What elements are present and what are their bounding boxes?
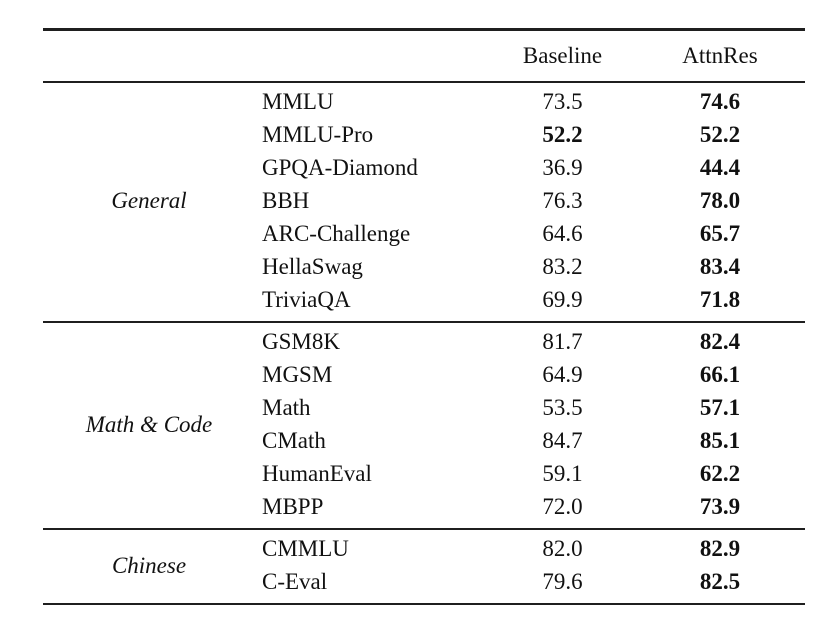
table-section-math-code: Math & Code GSM8K 81.7 82.4 MGSM 64.9 66.1 Math… — [43, 323, 805, 528]
attnres-value: 82.5 — [699, 569, 741, 594]
baseline-value: 76.3 — [542, 188, 583, 213]
benchmark-name: CMath — [262, 428, 326, 453]
attnres-value: 82.4 — [699, 329, 741, 354]
benchmark-name: MBPP — [262, 494, 324, 519]
attnres-value: 44.4 — [699, 155, 741, 180]
mid-rule — [43, 320, 805, 323]
attnres-value: 62.2 — [699, 461, 741, 486]
baseline-value: 36.9 — [542, 155, 583, 180]
attnres-value: 66.1 — [699, 362, 741, 387]
benchmark-name: TriviaQA — [262, 287, 351, 312]
table-body: General MMLU 73.5 74.6 MMLU-Pro 52.2 52.2 GPQA-… — [43, 83, 805, 605]
benchmark-name: MMLU — [262, 89, 334, 114]
baseline-value: 59.1 — [542, 461, 583, 486]
table-section-chinese: Chinese CMMLU 82.0 82.9 C-Eval 79.6 82.5 — [43, 530, 805, 603]
attnres-value: 71.8 — [699, 287, 741, 312]
attnres-value: 73.9 — [699, 494, 741, 519]
benchmark-name: HumanEval — [262, 461, 372, 486]
baseline-value: 81.7 — [542, 329, 583, 354]
benchmark-name: CMMLU — [262, 536, 349, 561]
baseline-value: 79.6 — [542, 569, 583, 594]
attnres-value: 74.6 — [699, 89, 741, 114]
baseline-value: 72.0 — [542, 494, 583, 519]
attnres-value: 83.4 — [699, 254, 741, 279]
column-header-attnres: AttnRes — [682, 42, 758, 68]
table-header-row: Baseline AttnRes — [43, 31, 805, 81]
benchmark-name: HellaSwag — [262, 254, 363, 279]
benchmark-name: BBH — [262, 188, 310, 213]
header-rule — [43, 80, 805, 83]
benchmark-name: GPQA-Diamond — [262, 155, 418, 180]
attnres-value: 82.9 — [699, 536, 741, 561]
column-header-baseline: Baseline — [522, 42, 603, 68]
benchmark-name: GSM8K — [262, 329, 340, 354]
baseline-value: 64.9 — [542, 362, 583, 387]
attnres-value: 78.0 — [699, 188, 741, 213]
attnres-value: 57.1 — [699, 395, 741, 420]
attnres-value: 85.1 — [699, 428, 741, 453]
benchmark-name: MGSM — [262, 362, 333, 387]
baseline-value: 83.2 — [542, 254, 583, 279]
baseline-value: 73.5 — [542, 89, 583, 114]
attnres-value: 65.7 — [699, 221, 741, 246]
bottom-rule — [43, 602, 805, 605]
baseline-value: 82.0 — [542, 536, 583, 561]
benchmark-name: C-Eval — [262, 569, 328, 594]
baseline-value: 84.7 — [542, 428, 583, 453]
top-rule — [43, 28, 805, 31]
baseline-value: 69.9 — [542, 287, 583, 312]
benchmark-name: ARC-Challenge — [262, 221, 411, 246]
baseline-value: 52.2 — [542, 122, 583, 147]
group-label: General — [111, 188, 187, 213]
benchmark-name: Math — [262, 395, 311, 420]
baseline-value: 64.6 — [542, 221, 583, 246]
group-label: Math & Code — [85, 411, 213, 437]
attnres-value: 52.2 — [699, 122, 741, 147]
benchmark-name: MMLU-Pro — [262, 122, 374, 147]
baseline-value: 53.5 — [542, 395, 583, 420]
table-section-general: General MMLU 73.5 74.6 MMLU-Pro 52.2 52.2 GPQA-… — [43, 83, 805, 321]
mid-rule — [43, 527, 805, 530]
results-table: Baseline AttnRes General MMLU 73.5 74.6 MMLU… — [43, 28, 805, 605]
group-label: Chinese — [111, 552, 187, 578]
